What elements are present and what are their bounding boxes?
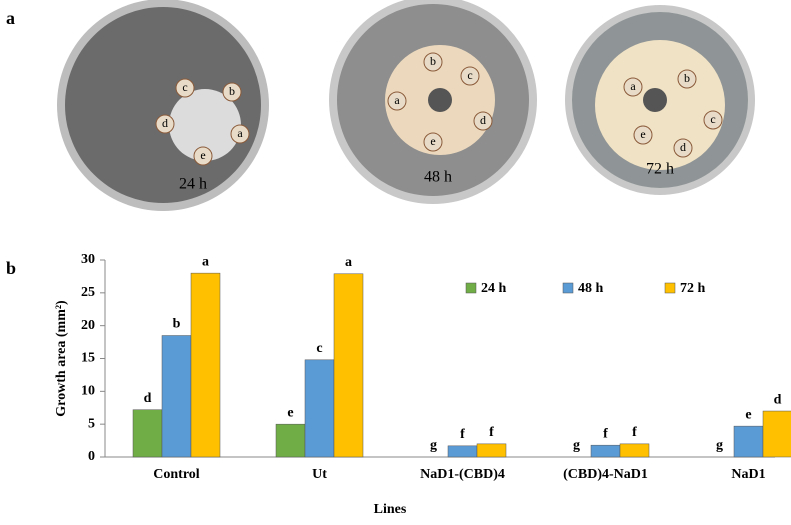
disc [155, 114, 175, 134]
bar [333, 273, 364, 458]
significance-letter: a [345, 255, 352, 270]
significance-letter: g [573, 438, 580, 453]
x-axis-label: Lines [374, 502, 407, 517]
significance-letter: c [316, 341, 322, 356]
bar [762, 410, 791, 458]
bar [190, 272, 221, 458]
bar [733, 425, 764, 458]
significance-letter: e [287, 405, 293, 420]
legend-label: 72 h [680, 281, 706, 296]
significance-letter: b [173, 317, 181, 332]
disc-label: c [710, 112, 715, 126]
center-plug [428, 88, 452, 112]
x-tick-label: Ut [312, 467, 327, 482]
disc [703, 110, 723, 130]
y-tick-label: 5 [88, 416, 95, 431]
disc [423, 52, 443, 72]
significance-letter: a [202, 254, 209, 269]
disc-label: b [430, 54, 436, 68]
significance-letter: f [460, 427, 465, 442]
center-plug [643, 88, 667, 112]
panel-label: b [6, 258, 16, 278]
y-tick-label: 20 [81, 318, 95, 333]
y-tick-label: 25 [81, 285, 95, 300]
disc [673, 138, 693, 158]
bar [132, 409, 163, 458]
disc [193, 146, 213, 166]
time-label: 24 h [179, 176, 207, 193]
y-tick-label: 0 [88, 449, 95, 464]
x-tick-label: NaD1 [731, 467, 765, 482]
significance-letter: f [603, 426, 608, 441]
disc-label: e [200, 148, 205, 162]
disc-label: d [680, 140, 686, 154]
disc-label: a [237, 126, 243, 140]
panel-label: a [6, 8, 15, 28]
disc-label: e [640, 127, 645, 141]
legend-swatch [562, 282, 574, 294]
disc-label: b [684, 71, 690, 85]
bar [447, 445, 478, 458]
bar [590, 444, 621, 458]
colony [169, 89, 241, 161]
significance-letter: d [144, 391, 152, 406]
bar [304, 359, 335, 458]
disc-label: a [394, 93, 400, 107]
significance-letter: g [716, 438, 723, 453]
bar [619, 443, 650, 458]
y-axis-label: Growth area (mm²) [54, 300, 69, 417]
disc [387, 91, 407, 111]
y-tick-label: 10 [81, 384, 95, 399]
disc [423, 132, 443, 152]
disc [473, 111, 493, 131]
bar-chart: 0 5 10 15 20 25 30 Growth area (mm²) Lines Contro… [54, 252, 791, 517]
time-label: 72 h [646, 161, 674, 178]
y-tick-label: 15 [81, 351, 95, 366]
bar [476, 443, 507, 458]
time-label: 48 h [424, 169, 452, 186]
legend-label: 24 h [481, 281, 507, 296]
disc [230, 124, 250, 144]
disc-label: b [229, 84, 235, 98]
disc [677, 69, 697, 89]
disc [222, 82, 242, 102]
bar [161, 335, 192, 458]
legend-swatch [664, 282, 676, 294]
disc [623, 77, 643, 97]
disc-label: a [630, 79, 636, 93]
disc [460, 66, 480, 86]
plate-photos [57, 0, 755, 211]
disc-label: c [467, 68, 472, 82]
significance-letter: f [489, 425, 494, 440]
disc-label: c [182, 80, 187, 94]
x-tick-label: (CBD)4-NaD1 [563, 467, 648, 482]
disc [633, 125, 653, 145]
significance-letter: g [430, 438, 437, 453]
disc-label: d [480, 113, 486, 127]
bar [275, 423, 306, 458]
disc-label: d [162, 116, 168, 130]
legend-label: 48 h [578, 281, 604, 296]
x-tick-label: NaD1-(CBD)4 [420, 467, 505, 482]
y-tick-label: 30 [81, 252, 95, 267]
significance-letter: e [745, 407, 751, 422]
significance-letter: f [632, 425, 637, 440]
significance-letter: d [774, 392, 782, 407]
disc [175, 78, 195, 98]
x-tick-label: Control [153, 467, 200, 482]
legend-swatch [465, 282, 477, 294]
disc-label: e [430, 134, 435, 148]
